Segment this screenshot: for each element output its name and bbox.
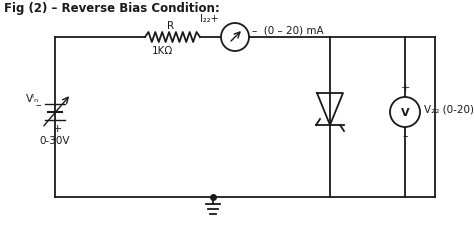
Text: V₂₂ (0-20) V: V₂₂ (0-20) V	[424, 104, 474, 114]
Circle shape	[390, 98, 420, 127]
Text: I₂₂+: I₂₂+	[201, 14, 219, 24]
Circle shape	[221, 24, 249, 52]
Text: +: +	[401, 83, 410, 93]
Text: R: R	[167, 21, 174, 31]
Text: –: –	[36, 100, 41, 109]
Text: V: V	[401, 108, 410, 118]
Text: Vᴵₙ: Vᴵₙ	[26, 94, 39, 104]
Text: 1KΩ: 1KΩ	[152, 46, 173, 56]
Text: +: +	[52, 123, 62, 133]
Text: Fig (2) – Reverse Bias Condition:: Fig (2) – Reverse Bias Condition:	[4, 2, 220, 15]
Text: –: –	[402, 131, 408, 140]
Text: –  (0 – 20) mA: – (0 – 20) mA	[252, 25, 324, 35]
Text: 0-30V: 0-30V	[39, 135, 70, 145]
